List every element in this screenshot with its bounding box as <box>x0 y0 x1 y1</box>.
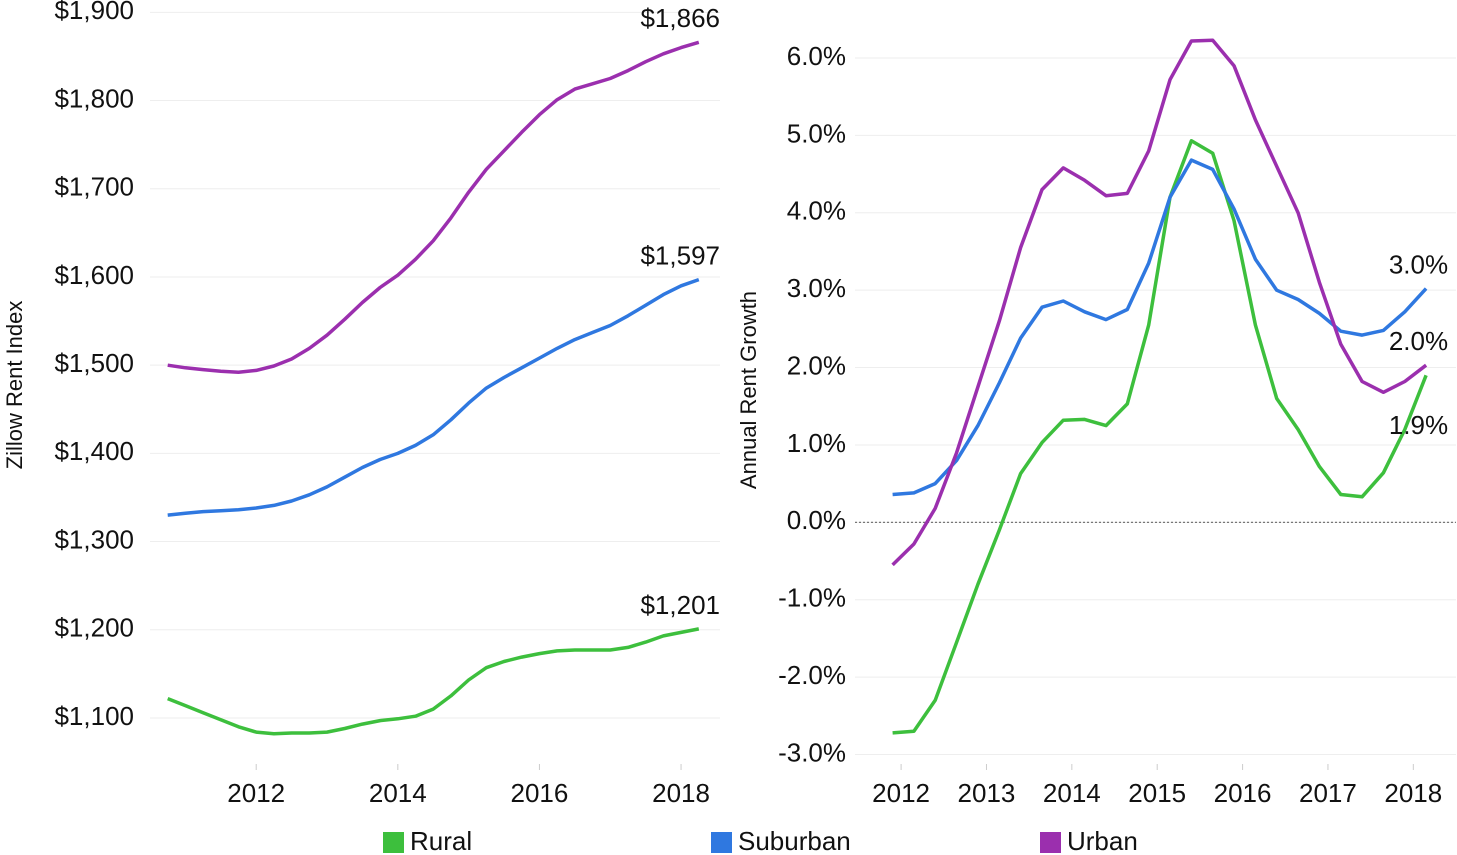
y-tick-label: 6.0% <box>787 41 846 71</box>
y-tick-label: 0.0% <box>787 505 846 535</box>
x-tick-label: 2014 <box>369 778 427 808</box>
x-tick-label: 2016 <box>511 778 569 808</box>
series-line <box>167 277 700 517</box>
series-line <box>891 38 1428 567</box>
y-tick-label: -3.0% <box>778 737 846 767</box>
y-tick-label: 2.0% <box>787 350 846 380</box>
end-label: $1,597 <box>640 240 720 270</box>
legend-label: Rural <box>410 826 472 855</box>
y-tick-label: $1,700 <box>54 172 134 202</box>
y-axis-label: Annual Rent Growth <box>736 291 761 489</box>
series-line <box>892 139 1428 735</box>
y-tick-label: $1,100 <box>54 701 134 731</box>
end-label: 2.0% <box>1389 326 1448 356</box>
x-tick-label: 2016 <box>1214 778 1272 808</box>
y-tick-label: $1,400 <box>54 436 134 466</box>
y-tick-label: 4.0% <box>787 196 846 226</box>
series-line <box>892 158 1428 497</box>
y-tick-label: $1,600 <box>54 260 134 290</box>
end-label: 1.9% <box>1389 410 1448 440</box>
y-tick-label: 1.0% <box>787 428 846 458</box>
end-label: 3.0% <box>1389 249 1448 279</box>
y-tick-label: $1,900 <box>54 0 134 25</box>
series-line <box>167 627 700 736</box>
end-label: $1,866 <box>640 3 720 33</box>
x-tick-label: 2014 <box>1043 778 1101 808</box>
y-tick-label: $1,800 <box>54 83 134 113</box>
x-tick-label: 2017 <box>1299 778 1357 808</box>
x-tick-label: 2012 <box>872 778 930 808</box>
legend-label: Suburban <box>738 826 851 855</box>
legend-label: Urban <box>1067 826 1138 855</box>
y-axis-label: Zillow Rent Index <box>2 301 27 470</box>
x-tick-label: 2012 <box>227 778 285 808</box>
y-tick-label: -1.0% <box>778 583 846 613</box>
legend-swatch <box>383 832 404 853</box>
y-tick-label: $1,500 <box>54 348 134 378</box>
series-line <box>167 40 700 374</box>
y-tick-label: $1,300 <box>54 524 134 554</box>
legend-swatch <box>711 832 732 853</box>
legend-swatch <box>1040 832 1061 853</box>
y-tick-label: 3.0% <box>787 273 846 303</box>
x-tick-label: 2015 <box>1128 778 1186 808</box>
y-tick-label: 5.0% <box>787 118 846 148</box>
x-tick-label: 2013 <box>958 778 1016 808</box>
y-tick-label: -2.0% <box>778 660 846 690</box>
end-label: $1,201 <box>640 590 720 620</box>
y-tick-label: $1,200 <box>54 613 134 643</box>
x-tick-label: 2018 <box>652 778 710 808</box>
x-tick-label: 2018 <box>1384 778 1442 808</box>
